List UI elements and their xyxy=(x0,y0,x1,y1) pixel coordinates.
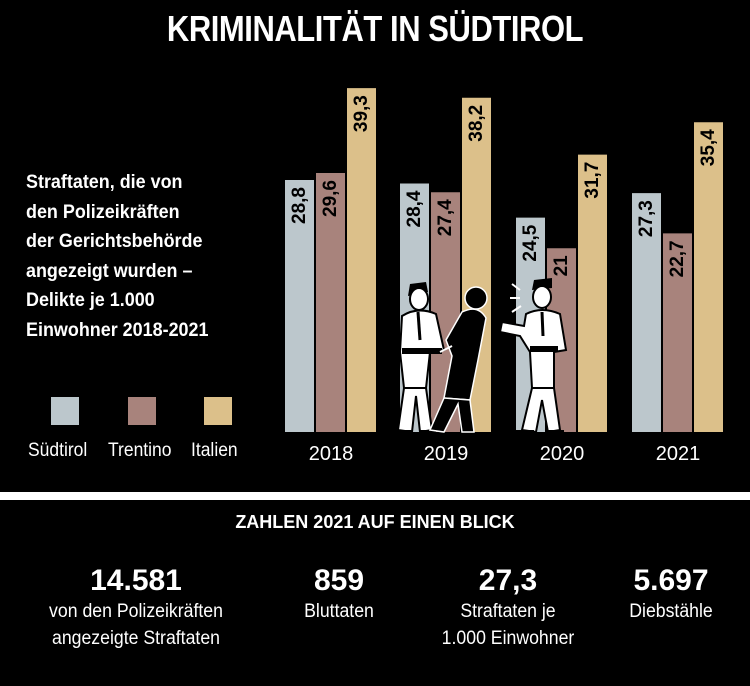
legend-swatch-suedtirol xyxy=(51,397,79,425)
x-tick-label: 2020 xyxy=(540,443,585,465)
subtitle-line: den Polizeikräften xyxy=(26,200,180,223)
subtitle-line: der Gerichtsbehörde xyxy=(26,230,203,252)
legend-label-italien: Italien xyxy=(191,440,238,461)
bar-value-label: 29,6 xyxy=(320,180,341,217)
stat-label-line: Straftaten je xyxy=(460,601,556,622)
chart-subtitle: Straftaten, die von den Polizeikräften d… xyxy=(26,168,256,345)
bar-value-label: 27,3 xyxy=(636,200,657,237)
bar-trentino-2018 xyxy=(316,173,345,432)
stat-value: 14.581 xyxy=(90,564,182,597)
bar-value-label: 22,7 xyxy=(667,240,688,277)
x-tick-label: 2018 xyxy=(309,443,354,465)
stat-label-line: angezeigte Straftaten xyxy=(51,628,220,649)
stat-label-line: Diebstähle xyxy=(629,601,713,622)
summary-heading: ZAHLEN 2021 AUF EINEN BLICK xyxy=(235,512,515,532)
bar-value-label: 31,7 xyxy=(582,162,603,199)
x-tick-label: 2021 xyxy=(656,443,701,465)
stat-value: 27,3 xyxy=(478,564,538,597)
bar-group: 28,8 29,6 39,3 2018 28,4 27,4 38,2 2019 24,5 21 31… xyxy=(285,88,723,465)
bar-trentino-2021 xyxy=(663,233,692,432)
stat-label-line: Bluttaten xyxy=(304,601,374,622)
legend-swatch-italien xyxy=(204,397,232,425)
right-officer-figure xyxy=(498,278,568,436)
legend-swatch-trentino xyxy=(128,397,156,425)
stat-offences-reported: 14.581 von den Polizeikräften angezeigte… xyxy=(26,564,246,652)
bar-value-label: 38,2 xyxy=(466,105,487,142)
subtitle-line: Delikte je 1.000 xyxy=(26,289,155,311)
bar-value-label: 39,3 xyxy=(351,95,372,132)
legend-label-suedtirol: Südtirol xyxy=(28,440,88,461)
bar-value-label: 24,5 xyxy=(520,224,541,261)
bar-value-label: 28,8 xyxy=(289,187,310,224)
arrested-person-figure xyxy=(428,286,488,433)
bar-italien-2020 xyxy=(578,154,607,432)
page-title: KRIMINALITÄT IN SÜDTIROL xyxy=(166,8,584,49)
bar-chart: 28,8 29,6 39,3 2018 28,4 27,4 38,2 2019 24,5 21 31… xyxy=(285,88,723,465)
legend-label-trentino: Trentino xyxy=(108,440,172,461)
stat-value: 859 xyxy=(313,564,365,597)
subtitle-line: angezeigt wurden – xyxy=(26,259,193,282)
bar-value-label: 21 xyxy=(551,255,572,277)
bar-italien-2021 xyxy=(694,122,723,432)
bar-value-label: 35,4 xyxy=(698,129,719,166)
stat-value: 5.697 xyxy=(633,564,709,597)
left-officer-figure xyxy=(396,282,446,436)
police-arrest-illustration xyxy=(396,278,568,436)
section-divider xyxy=(0,492,750,500)
subtitle-line: Straftaten, die von xyxy=(26,171,183,193)
bar-italien-2018 xyxy=(347,88,376,432)
bar-value-label: 27,4 xyxy=(435,199,456,236)
bar-value-label: 28,4 xyxy=(404,190,425,227)
stat-label-line: 1.000 Einwohner xyxy=(441,628,575,649)
stat-thefts: 5.697 Diebstähle xyxy=(606,564,736,625)
stat-offences-per-1000: 27,3 Straftaten je 1.000 Einwohner xyxy=(413,564,603,652)
x-tick-label: 2019 xyxy=(424,443,469,465)
bar-suedtirol-2021 xyxy=(632,193,661,432)
stat-label-line: von den Polizeikräften xyxy=(49,601,223,622)
bar-suedtirol-2018 xyxy=(285,180,314,432)
subtitle-line: Einwohner 2018-2021 xyxy=(26,318,209,341)
stat-violent-crimes: 859 Bluttaten xyxy=(276,564,402,625)
